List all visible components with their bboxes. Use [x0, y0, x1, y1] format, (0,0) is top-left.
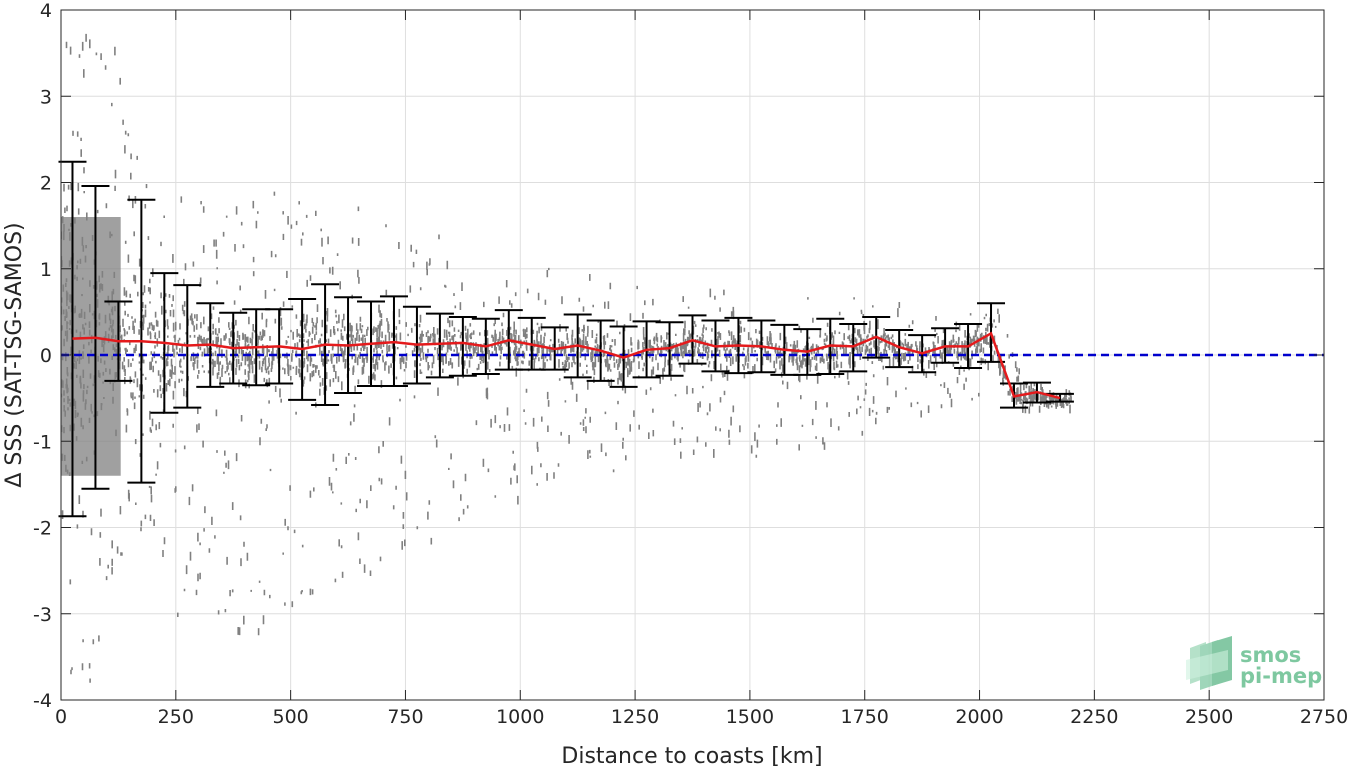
scatter-points — [60, 33, 1072, 683]
x-tick-label: 1750 — [841, 706, 889, 728]
x-tick-label: 1500 — [726, 706, 774, 728]
errorbar — [425, 312, 454, 379]
mean-polyline — [72, 331, 1061, 400]
y-tick-label: 3 — [40, 86, 52, 108]
logo-icon — [1186, 636, 1232, 690]
y-tick-label: -2 — [33, 518, 52, 540]
x-tick-label: 750 — [387, 706, 423, 728]
y-tick-label: -1 — [33, 431, 52, 453]
tick-labels: 0 250 500 750 1000 1250 1500 1750 2000 2250 2500 27… — [33, 0, 1348, 728]
logo-line-2: pi-mep — [1240, 664, 1322, 688]
x-tick-label: 2000 — [955, 706, 1003, 728]
x-tick-label: 500 — [273, 706, 309, 728]
x-tick-label: 1000 — [496, 706, 544, 728]
errorbar — [58, 160, 87, 518]
y-tick-label: -3 — [33, 604, 52, 626]
raw-scatter-cloud — [60, 33, 1072, 683]
y-axis-label: Δ SSS (SAT-TSG-SAMOS) — [2, 222, 27, 487]
y-tick-label: 2 — [40, 173, 52, 195]
logo-line-1: smos — [1240, 643, 1301, 667]
x-tick-label: 1250 — [611, 706, 659, 728]
errorbar — [885, 328, 914, 369]
y-tick-label: 4 — [40, 0, 52, 22]
axes — [60, 9, 1325, 701]
error-bars — [58, 160, 1074, 518]
smos-pi-mep-logo: smos pi-mep — [1186, 636, 1322, 690]
x-tick-label: 2750 — [1300, 706, 1348, 728]
x-axis-label: Distance to coasts [km] — [561, 744, 822, 768]
y-tick-label: 0 — [40, 345, 52, 367]
y-tick-label: 1 — [40, 259, 52, 281]
x-tick-label: 2250 — [1070, 706, 1118, 728]
x-tick-label: 250 — [158, 706, 194, 728]
y-tick-label: -4 — [33, 690, 52, 712]
errorbar — [839, 322, 868, 373]
x-tick-label: 0 — [55, 706, 67, 728]
x-tick-label: 2500 — [1185, 706, 1233, 728]
scatter-dense-block — [61, 217, 121, 476]
errorbar — [448, 316, 477, 377]
mean-line — [72, 331, 1061, 400]
